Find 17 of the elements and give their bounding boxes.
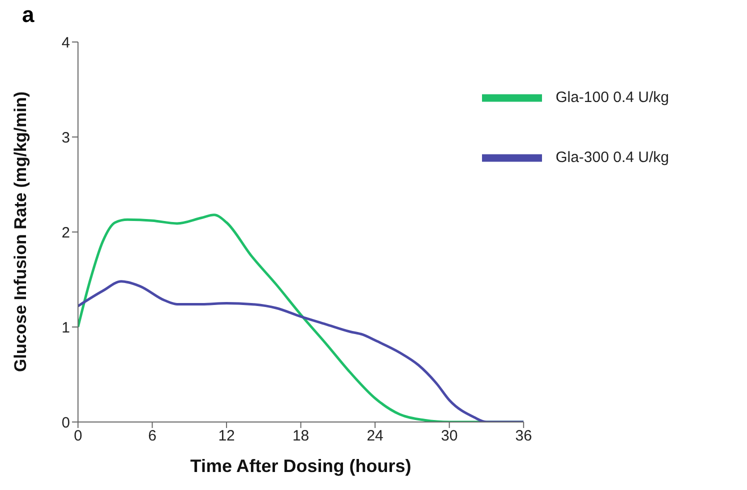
y-tick-label: 0 <box>62 414 70 432</box>
x-tick-label: 24 <box>366 428 384 445</box>
x-tick-label: 0 <box>74 428 82 445</box>
x-tick-label: 30 <box>440 428 458 445</box>
legend-label: Gla‑300 0.4 U/kg <box>556 148 669 166</box>
x-tick-label: 36 <box>515 428 532 445</box>
x-tick-label: 12 <box>218 428 235 445</box>
y-axis-title: Glucose Infusion Rate (mg/kg/min) <box>11 91 30 372</box>
y-tick-label: 4 <box>62 34 70 52</box>
legend-label: Gla‑100 0.4 U/kg <box>556 88 669 106</box>
y-tick-label: 2 <box>62 224 70 242</box>
x-tick-label: 6 <box>148 428 156 445</box>
text: a <box>22 2 34 28</box>
x-axis-title: Time After Dosing (hours) <box>190 456 412 476</box>
y-tick-label: 3 <box>62 129 70 146</box>
x-tick-label: 18 <box>292 428 310 445</box>
y-tick-label: 1 <box>62 319 70 336</box>
